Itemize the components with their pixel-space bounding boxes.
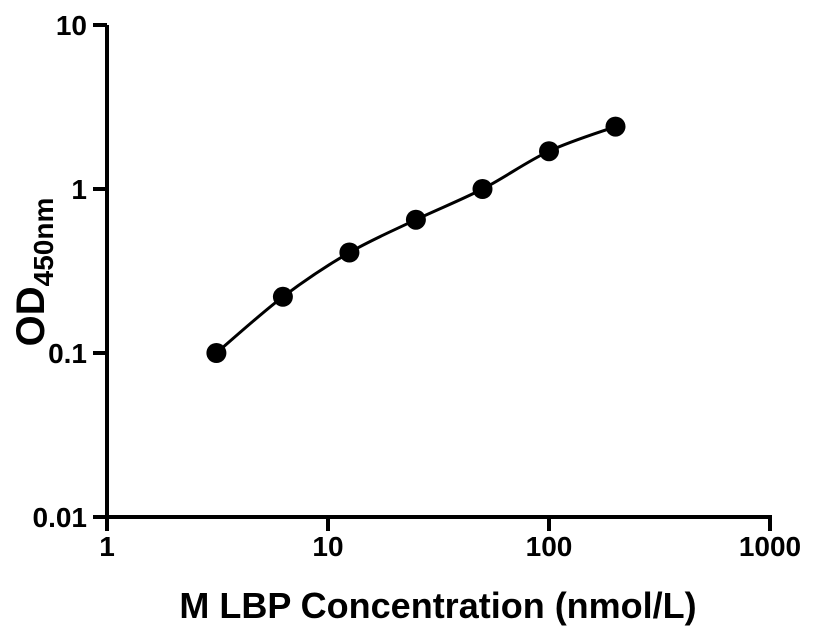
data-point [539,141,559,162]
fit-curve-line [215,125,617,355]
data-point [339,242,360,263]
x-axis-title: M LBP Concentration (nmol/L) [179,585,696,626]
y-tick-label: 0.01 [33,502,88,533]
x-axis-ticks [105,517,772,531]
data-point [272,286,293,307]
series-layer [206,116,626,363]
data-point [605,116,626,137]
data-points [206,116,626,363]
data-point [206,343,227,363]
y-tick-label: 0.1 [48,338,87,369]
data-point [472,179,493,199]
x-tick-label: 10 [312,531,343,562]
plot-axes: 0.01 0.1 1 10 1 10 100 1000 [33,10,802,562]
y-axis-title-main: OD [9,286,53,346]
x-tick-label: 1 [99,531,115,562]
x-tick-label: 1000 [739,531,801,562]
y-tick-label: 1 [71,174,87,205]
data-point [405,209,426,230]
y-axis-title: OD450nm [9,198,59,347]
y-axis-title-subscript: 450nm [28,198,59,287]
x-tick-label: 100 [526,531,573,562]
y-axis-ticks [93,23,107,519]
y-axis-tick-labels: 0.01 0.1 1 10 [33,10,88,533]
x-axis-tick-labels: 1 10 100 1000 [99,531,801,562]
y-tick-label: 10 [56,10,87,41]
